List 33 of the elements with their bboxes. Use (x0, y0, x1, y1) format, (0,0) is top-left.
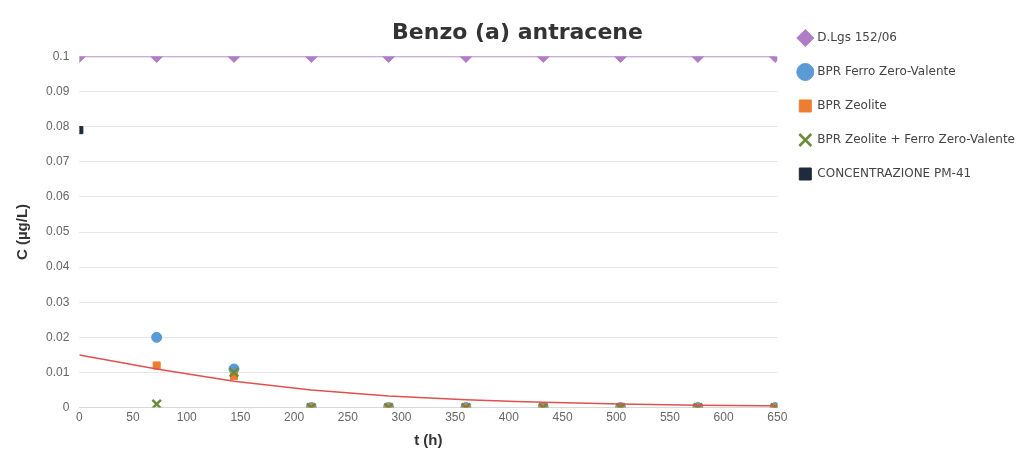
x-tick-label: 300 (391, 410, 412, 425)
x-tick-label: 100 (176, 410, 198, 425)
y-tick-label: 0.06 (46, 189, 70, 204)
chart-title: Benzo (a) antracene (392, 18, 643, 44)
y-tick-label: 0.07 (46, 154, 70, 169)
y-tick-label: 0.02 (46, 329, 70, 344)
y-tick-label: 0.04 (46, 259, 70, 274)
y-tick-label: 0 (62, 399, 70, 414)
legend-label: D.Lgs 152/06 (817, 30, 897, 45)
x-tick-label: 150 (230, 410, 251, 425)
x-tick-label: 250 (337, 410, 359, 425)
y-tick-label: 0.1 (52, 48, 70, 63)
legend-label: CONCENTRAZIONE PM-41 (817, 166, 972, 181)
x-tick-label: 0 (76, 410, 84, 425)
x-tick-label: 450 (552, 410, 573, 425)
legend-label: BPR Ferro Zero-Valente (817, 64, 956, 79)
y-axis-title: C (µg/L) (13, 203, 31, 261)
x-tick-label: 400 (498, 410, 520, 425)
legend-label: BPR Zeolite + Ferro Zero-Valente (817, 132, 1016, 147)
x-tick-label: 350 (445, 410, 466, 425)
x-tick-label: 600 (713, 410, 734, 425)
y-tick-label: 0.01 (46, 364, 70, 379)
x-tick-label: 500 (606, 410, 627, 425)
x-tick-label: 200 (284, 410, 305, 425)
y-tick-label: 0.03 (46, 294, 70, 309)
legend-label: BPR Zeolite (817, 98, 887, 113)
x-tick-label: 550 (659, 410, 681, 425)
y-tick-label: 0.09 (46, 83, 70, 98)
y-tick-label: 0.05 (46, 224, 70, 239)
x-tick-label: 650 (767, 410, 788, 425)
x-axis-title: t (h) (414, 431, 443, 449)
x-tick-label: 50 (126, 410, 141, 425)
y-tick-label: 0.08 (46, 118, 70, 133)
